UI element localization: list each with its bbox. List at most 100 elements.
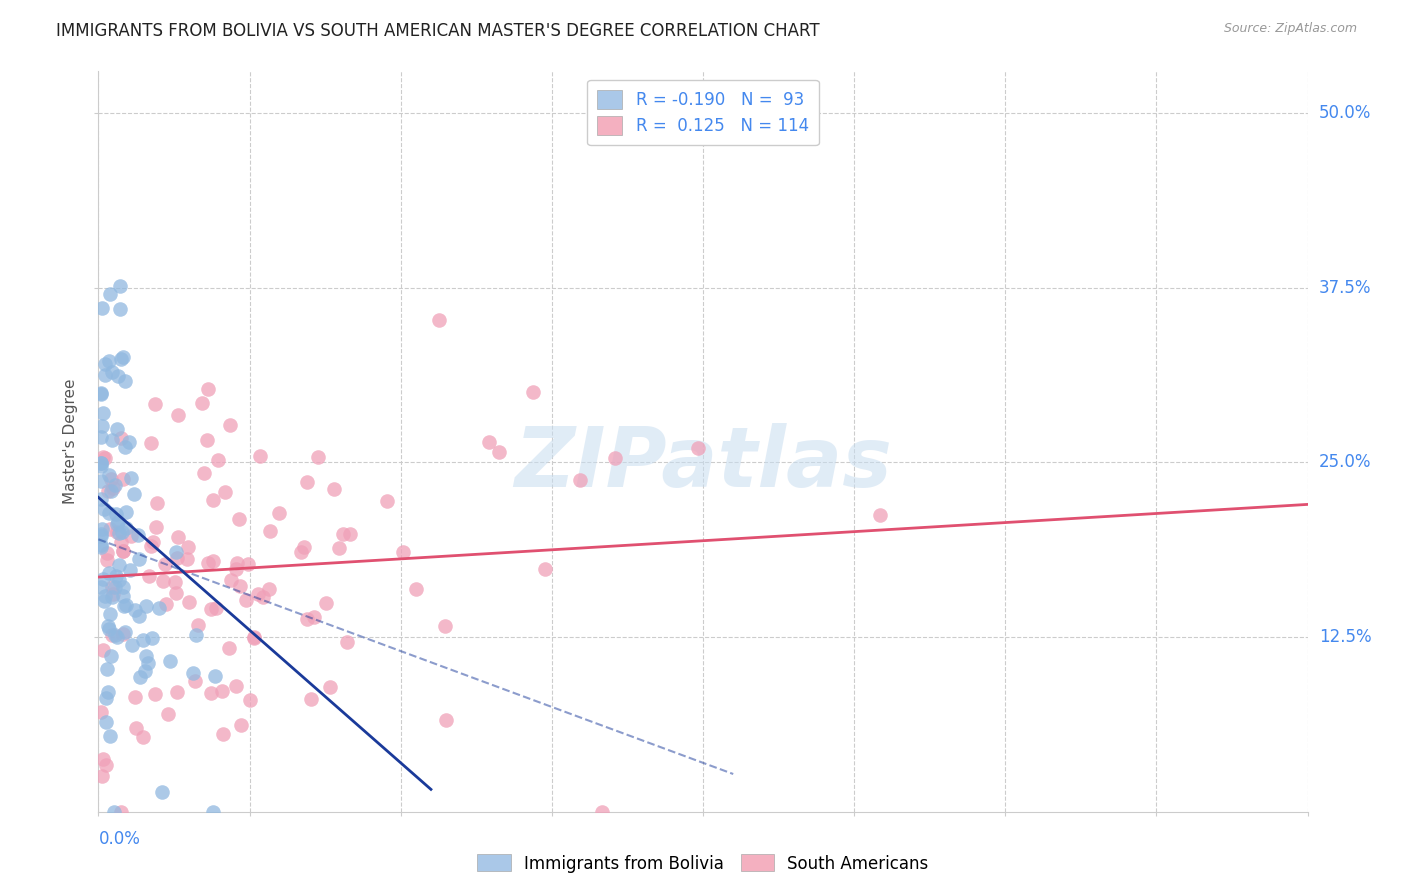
Point: [101, 365, 124, 379]
Point: [299, 691, 322, 706]
Point: [134, 665, 156, 679]
Point: [478, 435, 501, 450]
Point: [94, 357, 117, 371]
Point: [100, 484, 122, 499]
Point: [191, 396, 214, 410]
Point: [591, 805, 613, 819]
Point: [204, 669, 226, 683]
Point: [129, 671, 152, 685]
Point: [522, 384, 544, 399]
Point: [103, 481, 125, 495]
Point: [91, 572, 114, 586]
Text: 0.0%: 0.0%: [98, 830, 141, 848]
Point: [91, 406, 114, 420]
Point: [115, 598, 138, 612]
Point: [132, 633, 155, 648]
Point: [107, 368, 129, 383]
Point: [141, 631, 163, 645]
Point: [111, 627, 134, 641]
Point: [259, 524, 281, 539]
Point: [292, 540, 315, 554]
Point: [118, 563, 141, 577]
Point: [94, 714, 117, 729]
Point: [120, 471, 142, 485]
Point: [434, 619, 457, 633]
Point: [98, 607, 121, 622]
Point: [115, 521, 138, 535]
Point: [94, 690, 117, 705]
Point: [207, 452, 229, 467]
Point: [295, 475, 318, 490]
Point: [145, 520, 167, 534]
Point: [93, 594, 115, 608]
Point: [91, 301, 114, 315]
Point: [225, 556, 247, 570]
Point: [97, 354, 120, 368]
Point: [252, 591, 274, 605]
Point: [157, 706, 180, 721]
Point: [142, 535, 165, 549]
Point: [128, 551, 150, 566]
Point: [167, 529, 190, 543]
Point: [107, 631, 129, 645]
Point: [115, 505, 138, 519]
Legend: Immigrants from Bolivia, South Americans: Immigrants from Bolivia, South Americans: [471, 847, 935, 880]
Point: [405, 582, 427, 596]
Point: [225, 679, 247, 693]
Point: [112, 580, 135, 594]
Point: [132, 731, 155, 745]
Point: [90, 458, 112, 473]
Point: [153, 557, 176, 571]
Point: [105, 569, 128, 583]
Point: [93, 643, 115, 657]
Point: [90, 705, 112, 719]
Point: [91, 450, 114, 464]
Point: [108, 525, 131, 540]
Point: [110, 352, 132, 367]
Point: [143, 397, 166, 411]
Point: [108, 301, 131, 316]
Point: [332, 526, 354, 541]
Point: [143, 687, 166, 701]
Point: [121, 638, 143, 652]
Legend: R = -0.190   N =  93, R =  0.125   N = 114: R = -0.190 N = 93, R = 0.125 N = 114: [588, 79, 818, 145]
Point: [90, 430, 112, 444]
Point: [94, 589, 117, 603]
Point: [96, 758, 118, 772]
Point: [104, 477, 127, 491]
Point: [125, 722, 148, 736]
Point: [318, 680, 340, 694]
Point: [90, 492, 112, 507]
Point: [114, 440, 136, 454]
Point: [603, 450, 626, 465]
Point: [138, 569, 160, 583]
Point: [145, 495, 167, 509]
Text: 37.5%: 37.5%: [1319, 279, 1371, 297]
Point: [98, 467, 121, 482]
Point: [90, 456, 112, 470]
Point: [176, 552, 198, 566]
Point: [97, 484, 120, 499]
Point: [200, 602, 222, 616]
Text: 50.0%: 50.0%: [1319, 104, 1371, 122]
Point: [148, 600, 170, 615]
Point: [202, 805, 225, 819]
Point: [307, 450, 329, 464]
Point: [108, 558, 131, 572]
Point: [97, 566, 120, 580]
Point: [218, 641, 240, 656]
Point: [112, 599, 135, 614]
Point: [110, 525, 132, 540]
Point: [195, 433, 218, 447]
Point: [231, 717, 253, 731]
Point: [187, 618, 209, 632]
Point: [105, 524, 128, 539]
Point: [290, 545, 312, 559]
Text: Source: ZipAtlas.com: Source: ZipAtlas.com: [1223, 22, 1357, 36]
Point: [105, 517, 128, 532]
Point: [104, 580, 127, 594]
Point: [229, 579, 252, 593]
Point: [101, 590, 124, 604]
Point: [111, 350, 134, 364]
Point: [235, 593, 257, 607]
